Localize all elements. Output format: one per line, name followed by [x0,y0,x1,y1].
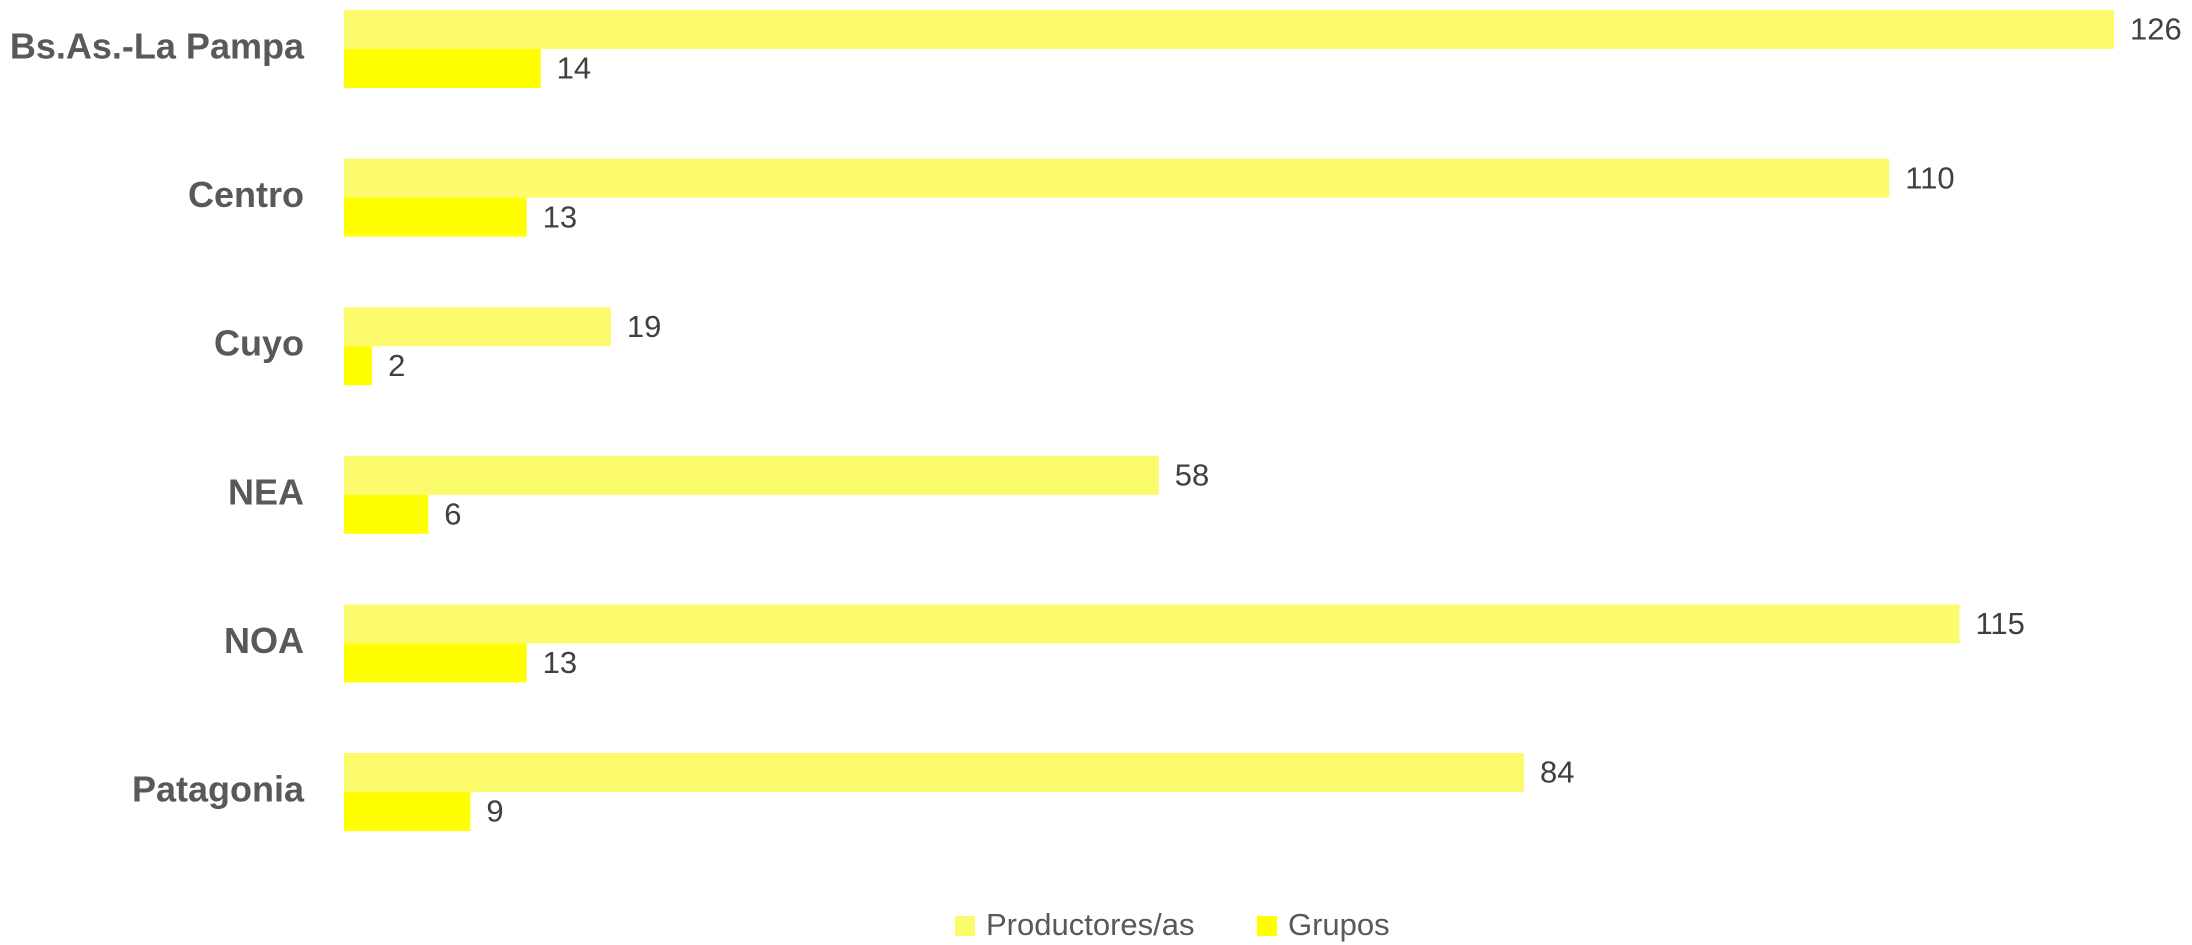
bar [344,494,429,534]
value-label: 58 [1175,457,1209,492]
legend-label: Productores/as [986,907,1195,942]
value-label: 14 [557,51,591,86]
category-label: Centro [188,174,304,215]
category-label: Patagonia [132,769,305,810]
value-label: 13 [543,199,577,234]
category-label: NEA [228,471,304,512]
value-label: 126 [2130,12,2182,47]
category-label: Bs.As.-La Pampa [10,26,305,67]
bar [344,197,527,237]
bar [344,455,1159,495]
bar [344,604,1960,644]
category-label: Cuyo [214,323,304,364]
legend-swatch [955,916,975,936]
value-label: 13 [543,645,577,680]
value-label: 84 [1540,755,1574,790]
bar [344,158,1890,198]
bar [344,643,527,683]
bar [344,49,541,88]
value-label: 115 [1975,606,2024,641]
bar [344,792,471,831]
value-label: 110 [1905,160,1954,195]
value-label: 6 [444,496,461,531]
value-label: 9 [486,794,503,829]
bar [344,346,373,386]
category-label: NOA [224,620,304,661]
bar [344,307,611,347]
value-label: 19 [627,309,661,344]
legend-label: Grupos [1288,907,1390,942]
value-label: 2 [388,348,405,383]
legend-swatch [1257,916,1277,936]
bar [344,10,2114,49]
bar [344,753,1524,792]
